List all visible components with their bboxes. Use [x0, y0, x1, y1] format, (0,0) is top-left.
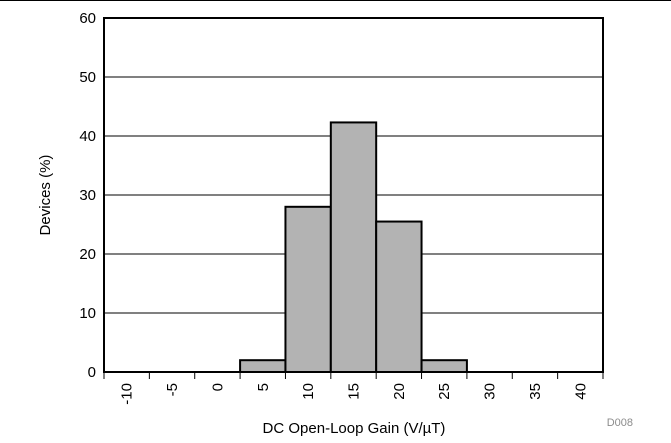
x-tick-label: 35 — [527, 383, 544, 400]
figure-id-label: D008 — [607, 417, 633, 429]
histogram-bar — [329, 121, 378, 374]
histogram-bar — [420, 359, 468, 374]
y-tick-label: 60 — [79, 10, 96, 27]
bars — [239, 121, 468, 374]
histogram-bar — [375, 220, 423, 373]
x-tick-label: 0 — [209, 383, 226, 391]
y-tick-label: 40 — [79, 128, 96, 145]
x-tick-label: 10 — [300, 383, 317, 400]
y-axis-ticks: 0 10 20 30 40 50 60 — [79, 10, 96, 381]
x-tick-label: 15 — [346, 383, 363, 400]
y-tick-label: 0 — [88, 364, 96, 381]
histogram-bar — [284, 205, 332, 373]
x-tick-label: -10 — [119, 383, 136, 405]
x-tick-label: 20 — [391, 383, 408, 400]
histogram-bar — [239, 359, 287, 374]
x-axis-ticks: -10 -5 0 5 10 15 20 25 30 35 40 — [103, 372, 604, 405]
y-tick-label: 10 — [79, 305, 96, 322]
y-axis-label: Devices (%) — [37, 155, 54, 236]
y-tick-label: 20 — [79, 246, 96, 263]
x-tick-label: 30 — [482, 383, 499, 400]
plot-frame — [103, 17, 604, 373]
x-tick-label: -5 — [164, 383, 181, 396]
x-tick-label: 5 — [255, 383, 272, 391]
y-tick-label: 30 — [79, 187, 96, 204]
x-tick-label: 40 — [572, 383, 589, 400]
x-tick-label: 25 — [436, 383, 453, 400]
y-tick-label: 50 — [79, 69, 96, 86]
x-axis-label: DC Open-Loop Gain (V/µT) — [263, 420, 446, 437]
top-rule — [0, 0, 671, 1]
